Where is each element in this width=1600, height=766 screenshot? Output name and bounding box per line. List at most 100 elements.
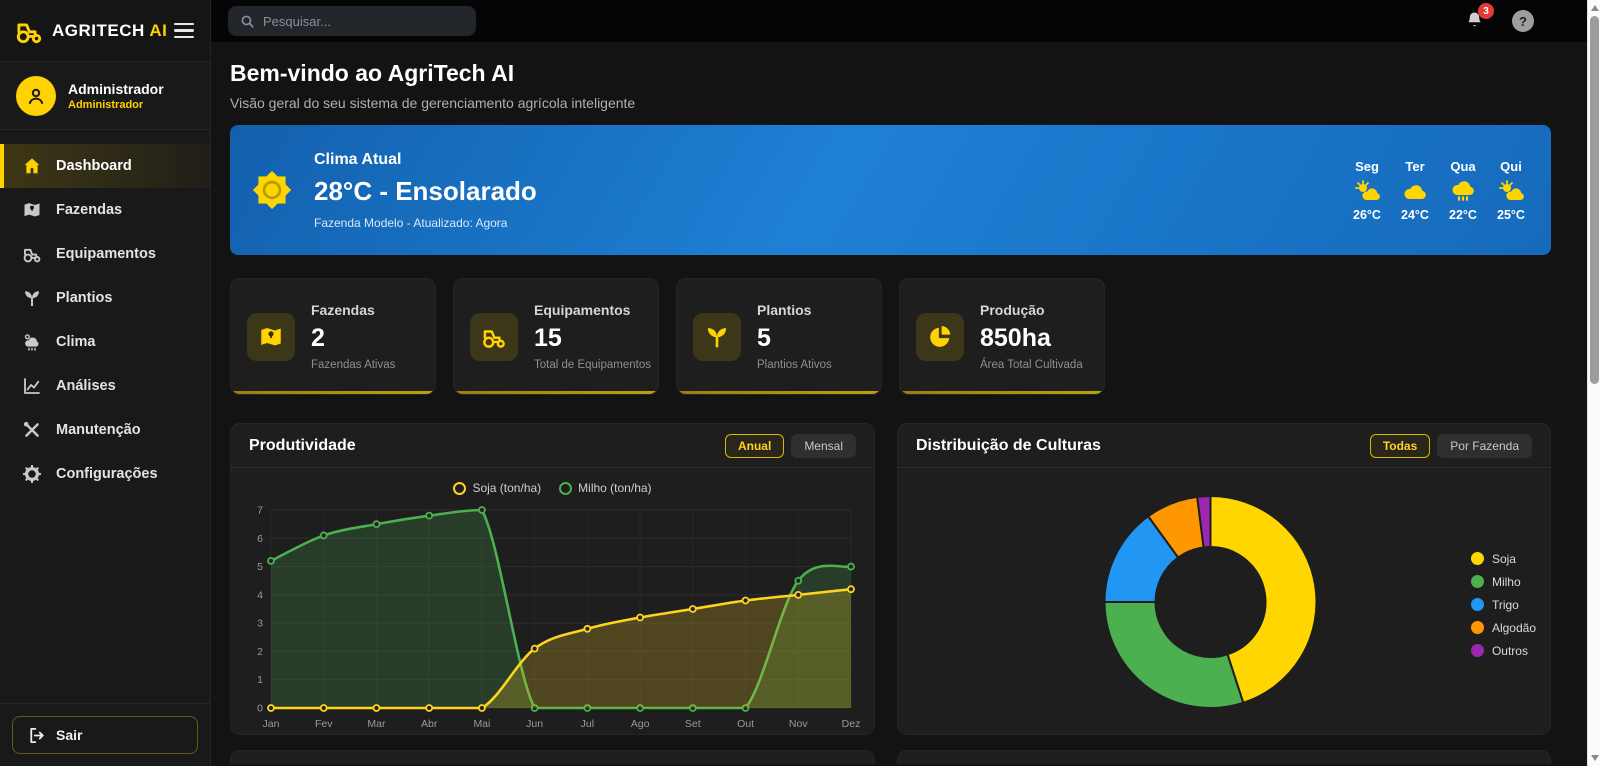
legend-marker <box>559 481 573 495</box>
stat-subtitle: Fazendas Ativas <box>311 359 396 371</box>
app-logo[interactable]: AGRITECH AI <box>14 18 172 44</box>
legend-item: Milho <box>1470 575 1536 589</box>
svg-text:Jun: Jun <box>526 718 543 730</box>
weather-title: Clima Atual <box>314 150 402 168</box>
help-button[interactable]: ? <box>1512 10 1534 32</box>
productivity-header: Produtividade Anual Mensal <box>231 424 874 468</box>
stat-title: Fazendas <box>311 302 375 318</box>
logout-icon <box>27 726 46 745</box>
weather-card: Clima Atual 28°C - Ensolarado Fazenda Mo… <box>230 125 1551 255</box>
sidebar-nav: Dashboard Fazendas Equipamentos Plantios <box>0 144 210 703</box>
weather-current: 28°C - Ensolarado <box>314 175 537 206</box>
legend-item: Algodão <box>1470 621 1536 635</box>
distribution-chart-body: Soja Milho Trigo Algodão Outros <box>898 468 1550 734</box>
brand-text: AGRITECH AI <box>52 20 168 40</box>
stat-value: 15 <box>534 324 562 352</box>
forecast-day: Ter 24°C <box>1401 158 1429 222</box>
legend-item: Outros <box>1470 644 1536 658</box>
sidebar-item-fazendas[interactable]: Fazendas <box>0 188 210 232</box>
sidebar-item-plantios[interactable]: Plantios <box>0 276 210 320</box>
crops-donut-chart <box>1103 494 1318 709</box>
donut-legend: Soja Milho Trigo Algodão Outros <box>1470 552 1536 658</box>
stat-title: Produção <box>980 302 1045 318</box>
hamburger-menu-icon[interactable] <box>172 21 196 41</box>
sidebar-item-label: Manutenção <box>56 422 141 438</box>
weather-icon <box>22 332 42 352</box>
dashboard-content: Bem-vindo ao AgriTech AI Visão geral do … <box>211 42 1600 766</box>
svg-text:Set: Set <box>685 718 701 730</box>
svg-text:Mai: Mai <box>473 718 490 730</box>
main-area: 3 ? Bem-vindo ao AgriTech AI Visão geral… <box>211 0 1600 766</box>
vertical-scrollbar[interactable] <box>1587 0 1600 766</box>
stat-card-producao: Produção 850ha Área Total Cultivada <box>899 278 1105 395</box>
stat-accent-bar <box>900 391 1104 394</box>
svg-text:2: 2 <box>257 646 263 658</box>
svg-text:Fev: Fev <box>315 718 333 730</box>
notification-badge: 3 <box>1478 3 1494 19</box>
tractor-logo-icon <box>14 18 44 44</box>
scrollbar-thumb[interactable] <box>1589 16 1599 384</box>
sidebar-item-manutencao[interactable]: Manutenção <box>0 408 210 452</box>
profile-role: Administrador <box>68 98 144 111</box>
svg-text:Nov: Nov <box>789 718 808 730</box>
sidebar-item-label: Plantios <box>56 290 113 306</box>
pie-icon <box>916 312 964 361</box>
sidebar-item-label: Equipamentos <box>56 246 156 262</box>
chart-icon <box>22 376 42 396</box>
toggle-todas-button[interactable]: Todas <box>1369 433 1431 458</box>
forecast-day: Qui 25°C <box>1497 158 1525 222</box>
legend-item-soja[interactable]: Soja (ton/ha) <box>453 481 541 495</box>
seedling-icon <box>693 312 741 361</box>
sidebar-item-clima[interactable]: Clima <box>0 320 210 364</box>
legend-item-milho[interactable]: Milho (ton/ha) <box>559 481 652 495</box>
stat-subtitle: Total de Equipamentos <box>534 359 651 371</box>
legend-marker <box>453 481 467 495</box>
tractor-icon <box>470 312 518 361</box>
search-icon <box>241 15 254 28</box>
stat-subtitle: Área Total Cultivada <box>980 359 1083 371</box>
stat-card-fazendas: Fazendas 2 Fazendas Ativas <box>230 278 436 395</box>
toggle-mensal-button[interactable]: Mensal <box>791 433 856 458</box>
stat-card-equipamentos: Equipamentos 15 Total de Equipamentos <box>453 278 659 395</box>
scroll-down-arrow[interactable] <box>1590 755 1599 761</box>
toggle-por-fazenda-button[interactable]: Por Fazenda <box>1437 433 1532 458</box>
weather-meta: Fazenda Modelo - Atualizado: Agora <box>314 215 508 230</box>
avatar[interactable] <box>16 75 56 116</box>
bottom-row <box>230 750 1551 764</box>
charts-row: Produtividade Anual Mensal Soja (ton/ha) <box>230 423 1551 735</box>
productivity-card: Produtividade Anual Mensal Soja (ton/ha) <box>230 423 875 735</box>
sidebar-item-label: Fazendas <box>56 202 123 218</box>
svg-text:Mar: Mar <box>367 718 386 730</box>
stat-subtitle: Plantios Ativos <box>757 359 832 371</box>
svg-text:6: 6 <box>257 533 263 545</box>
toggle-anual-button[interactable]: Anual <box>724 433 785 458</box>
search-box[interactable] <box>228 6 476 36</box>
svg-text:Jul: Jul <box>581 718 594 730</box>
home-icon <box>22 156 42 176</box>
sun-icon <box>252 170 292 210</box>
page-subtitle: Visão geral do seu sistema de gerenciame… <box>230 95 636 111</box>
stat-card-plantios: Plantios 5 Plantios Ativos <box>676 278 882 395</box>
sidebar: AGRITECH AI Administrador Administrador … <box>0 0 211 766</box>
scroll-up-arrow[interactable] <box>1590 5 1599 11</box>
partial-card <box>897 750 1551 764</box>
svg-text:7: 7 <box>257 505 263 517</box>
svg-text:Ago: Ago <box>631 718 650 730</box>
sidebar-item-label: Análises <box>56 378 116 394</box>
search-input[interactable] <box>263 13 443 29</box>
svg-text:0: 0 <box>257 703 263 715</box>
svg-text:5: 5 <box>257 561 263 573</box>
logout-button[interactable]: Sair <box>12 716 198 754</box>
svg-text:1: 1 <box>257 674 263 686</box>
notifications-button[interactable]: 3 <box>1464 3 1494 32</box>
cloud-icon <box>1401 180 1429 202</box>
topbar: 3 ? <box>211 0 1600 42</box>
sun-cloud-icon <box>1497 179 1525 202</box>
sidebar-item-analises[interactable]: Análises <box>0 364 210 408</box>
stat-title: Plantios <box>757 302 812 318</box>
sidebar-item-dashboard[interactable]: Dashboard <box>0 144 210 188</box>
sidebar-header: AGRITECH AI <box>0 0 210 62</box>
sidebar-item-label: Configurações <box>56 466 158 482</box>
sidebar-item-equipamentos[interactable]: Equipamentos <box>0 232 210 276</box>
sidebar-item-configuracoes[interactable]: Configurações <box>0 452 210 496</box>
